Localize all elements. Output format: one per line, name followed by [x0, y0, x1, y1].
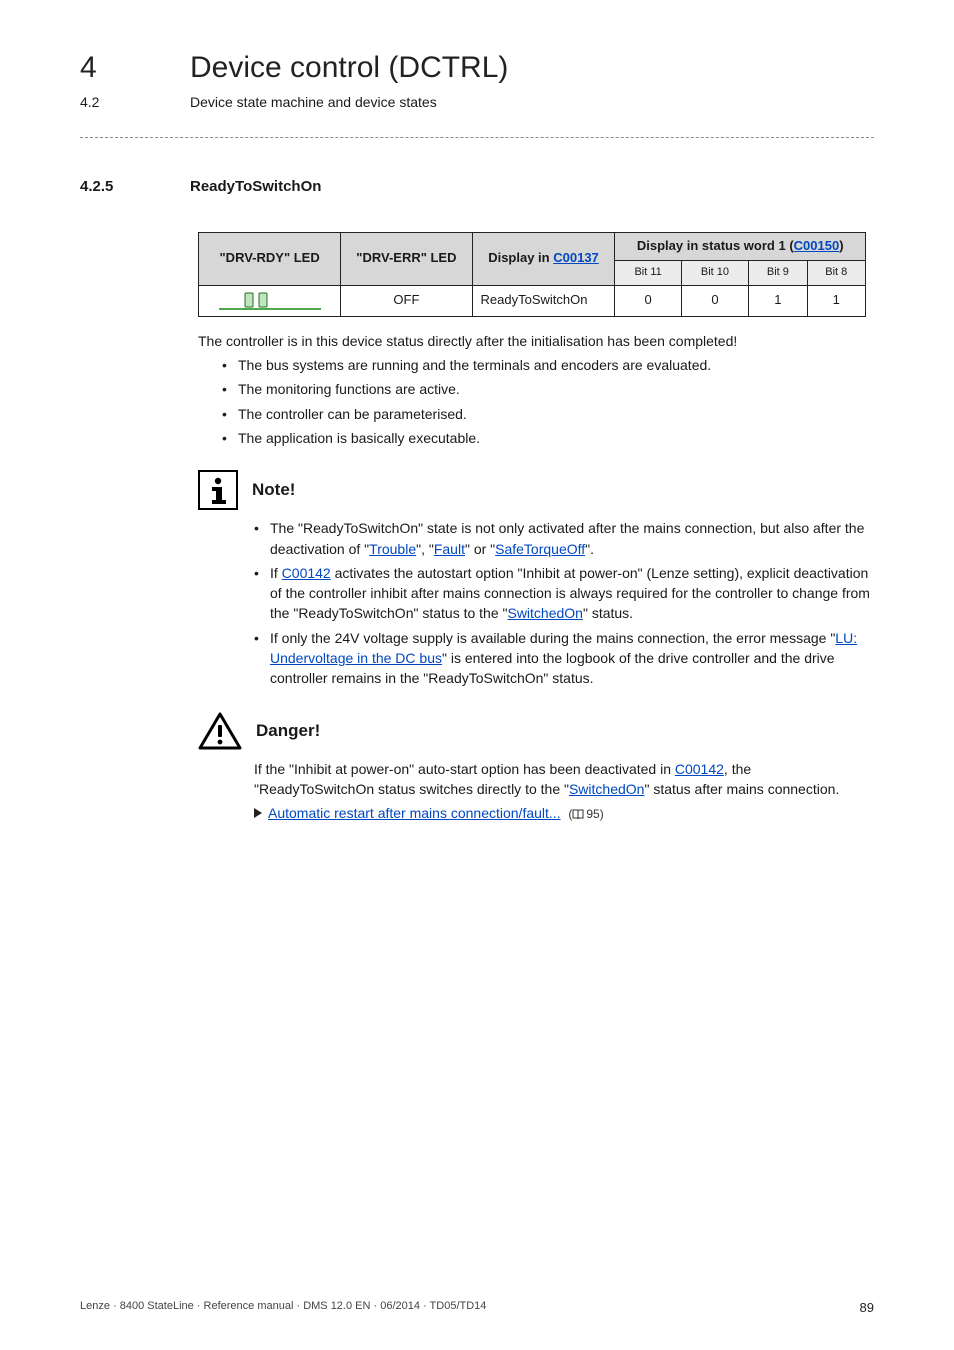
col-status-word-suffix: ) — [839, 238, 843, 253]
intro-bullet: The controller can be parameterised. — [222, 404, 874, 424]
intro-bullet-list: The bus systems are running and the term… — [222, 355, 874, 448]
status-table: "DRV-RDY" LED "DRV-ERR" LED Display in C… — [198, 232, 866, 317]
cell-bit10: 0 — [681, 285, 749, 316]
link-c00142-danger[interactable]: C00142 — [675, 761, 724, 777]
page-ref-number: 95 — [586, 807, 599, 821]
table-row: OFF ReadyToSwitchOn 0 0 1 1 — [199, 285, 866, 316]
page-footer: Lenze · 8400 StateLine · Reference manua… — [80, 1299, 874, 1318]
danger-paragraph: If the "Inhibit at power-on" auto-start … — [254, 759, 874, 800]
subsection-title: ReadyToSwitchOn — [190, 176, 321, 198]
col-bit10: Bit 10 — [681, 260, 749, 285]
col-bit8: Bit 8 — [807, 260, 865, 285]
cell-bit11: 0 — [615, 285, 681, 316]
note-item: If C00142 activates the autostart option… — [254, 563, 874, 624]
col-bit11: Bit 11 — [615, 260, 681, 285]
danger-callout: Danger! If the "Inhibit at power-on" aut… — [198, 711, 874, 824]
link-c00142[interactable]: C00142 — [282, 565, 331, 581]
led-blink-icon — [215, 290, 325, 312]
info-icon — [198, 470, 238, 510]
led-drv-rdy — [199, 285, 341, 316]
note-item: If only the 24V voltage supply is availa… — [254, 628, 874, 689]
link-auto-restart[interactable]: Automatic restart after mains connection… — [268, 805, 561, 821]
col-display-in-prefix: Display in — [488, 250, 553, 265]
link-safetorqueoff[interactable]: SafeTorqueOff — [495, 541, 585, 557]
cell-bit9: 1 — [749, 285, 807, 316]
link-c00137[interactable]: C00137 — [553, 250, 599, 265]
triangle-bullet-icon — [254, 808, 262, 818]
col-status-word-prefix: Display in status word 1 ( — [637, 238, 794, 253]
section-title: Device state machine and device states — [190, 92, 437, 112]
col-display-in: Display in C00137 — [472, 233, 615, 286]
note-list: The "ReadyToSwitchOn" state is not only … — [254, 518, 874, 688]
footer-left: Lenze · 8400 StateLine · Reference manua… — [80, 1299, 486, 1318]
separator-dashed — [80, 137, 874, 138]
intro-bullet: The monitoring functions are active. — [222, 379, 874, 399]
note-item: The "ReadyToSwitchOn" state is not only … — [254, 518, 874, 559]
book-icon — [572, 809, 584, 820]
note-title: Note! — [252, 470, 295, 503]
page-ref: (95) — [568, 806, 603, 823]
danger-text-post: " status after mains connection. — [644, 781, 839, 797]
link-c00150[interactable]: C00150 — [794, 238, 840, 253]
warning-icon — [198, 711, 242, 751]
note-callout: Note! The "ReadyToSwitchOn" state is not… — [198, 470, 874, 688]
danger-crossref: Automatic restart after mains connection… — [254, 803, 874, 823]
col-status-word: Display in status word 1 (C00150) — [615, 233, 866, 261]
subsection-number: 4.2.5 — [80, 176, 113, 198]
intro-bullet: The application is basically executable. — [222, 428, 874, 448]
intro-text: The controller is in this device status … — [198, 331, 874, 351]
link-switchedon[interactable]: SwitchedOn — [507, 605, 582, 621]
col-drv-rdy: "DRV-RDY" LED — [199, 233, 341, 286]
intro-bullet: The bus systems are running and the term… — [222, 355, 874, 375]
section-number: 4.2 — [80, 92, 99, 112]
danger-text-pre: If the "Inhibit at power-on" auto-start … — [254, 761, 675, 777]
link-fault[interactable]: Fault — [434, 541, 465, 557]
link-trouble[interactable]: Trouble — [369, 541, 416, 557]
cell-drv-err: OFF — [341, 285, 472, 316]
col-bit9: Bit 9 — [749, 260, 807, 285]
col-drv-err: "DRV-ERR" LED — [341, 233, 472, 286]
chapter-title: Device control (DCTRL) — [190, 46, 508, 90]
danger-title: Danger! — [256, 711, 320, 744]
cell-bit8: 1 — [807, 285, 865, 316]
link-switchedon-danger[interactable]: SwitchedOn — [569, 781, 644, 797]
cell-display-in: ReadyToSwitchOn — [472, 285, 615, 316]
chapter-number: 4 — [80, 46, 97, 90]
footer-page-number: 89 — [860, 1299, 874, 1318]
